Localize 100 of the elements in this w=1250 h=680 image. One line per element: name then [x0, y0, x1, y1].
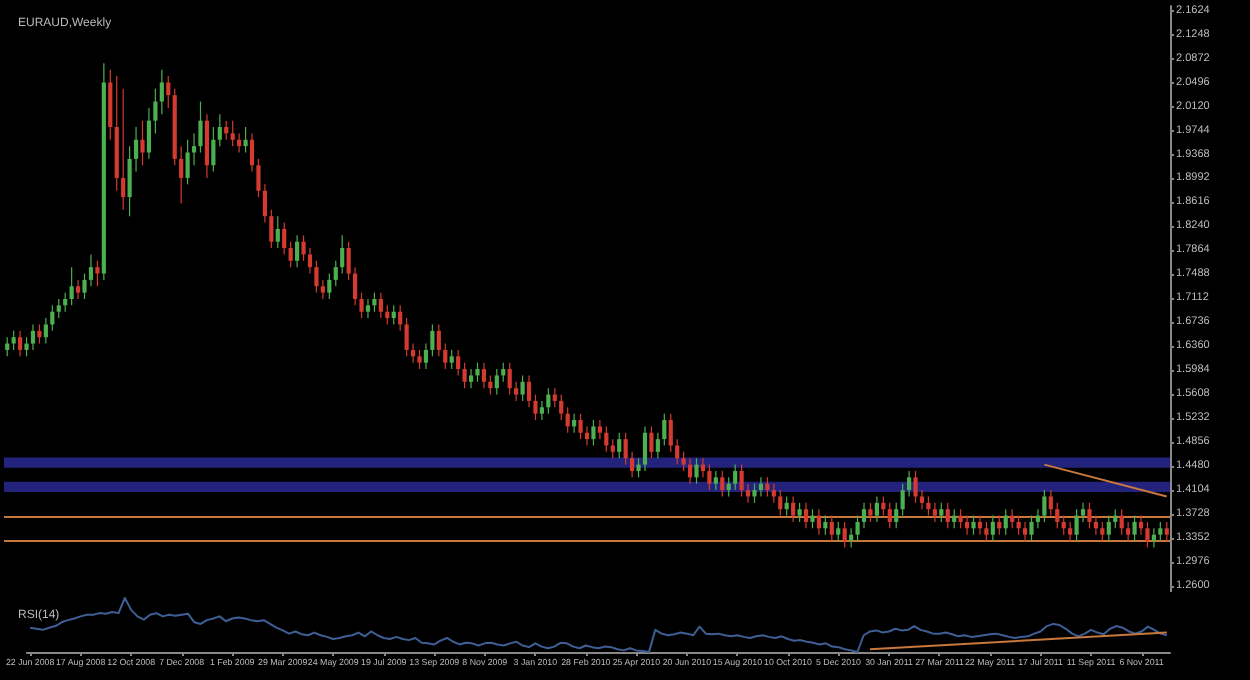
candlestick [449, 349, 454, 370]
candlestick [443, 342, 448, 370]
candlestick [288, 241, 293, 268]
candlestick [462, 362, 467, 389]
candlestick [842, 521, 847, 549]
candlestick [1145, 521, 1150, 549]
candlestick [56, 298, 61, 319]
candlestick [185, 139, 190, 185]
candlestick [604, 425, 609, 453]
candlestick [140, 120, 145, 166]
candlestick [378, 292, 383, 319]
candlestick [456, 349, 461, 377]
candlestick [687, 457, 693, 485]
candlestick [874, 495, 879, 523]
candlestick [211, 126, 216, 173]
candlestick [642, 425, 648, 472]
candlestick [1164, 521, 1169, 542]
candlestick [398, 304, 403, 332]
candlestick [1158, 521, 1163, 542]
candlestick [69, 266, 74, 306]
candlestick [739, 464, 744, 498]
candlestick [43, 317, 48, 345]
candlestick [932, 502, 937, 523]
candlestick [778, 489, 783, 517]
candlestick [146, 107, 152, 160]
candlestick [275, 215, 280, 249]
candlestick [230, 120, 235, 147]
candlestick [243, 126, 248, 154]
candlestick [436, 323, 441, 357]
candlestick [75, 279, 81, 300]
candlestick [707, 464, 712, 491]
candlestick [1119, 508, 1124, 536]
candlestick [752, 483, 757, 504]
candlestick [829, 514, 834, 542]
candlestick [179, 145, 184, 205]
candlestick [1029, 514, 1034, 542]
candlestick [539, 400, 544, 421]
candlestick [18, 330, 23, 357]
candlestick [861, 502, 867, 529]
candlestick [649, 425, 654, 459]
candlestick [95, 260, 100, 287]
candlestick [803, 502, 809, 529]
candlestick [984, 521, 989, 542]
candlestick [475, 362, 480, 383]
candlestick [1003, 508, 1008, 536]
candlestick [617, 432, 622, 459]
candlestick [1022, 521, 1028, 542]
candlestick [591, 419, 596, 447]
candlestick [1132, 514, 1137, 542]
candlestick [578, 413, 583, 440]
candlestick [1042, 489, 1047, 523]
candlestick [733, 464, 738, 491]
candlestick [559, 393, 564, 421]
candlestick [1126, 521, 1131, 542]
candlestick [1074, 508, 1079, 542]
candlestick [481, 362, 487, 389]
candlestick [668, 413, 673, 453]
candlestick [797, 502, 802, 523]
candlestick [913, 470, 918, 504]
candlestick [372, 292, 377, 313]
candlestick [1100, 521, 1105, 542]
candlestick [404, 317, 409, 357]
candlestick [494, 368, 499, 396]
candlestick [468, 368, 474, 389]
candlestick [713, 470, 718, 491]
candlestick [565, 406, 570, 434]
candlestick [971, 514, 976, 536]
candlestick [365, 298, 371, 319]
candlestick [327, 272, 332, 300]
candlestick [166, 75, 171, 109]
candlestick [11, 330, 16, 351]
candlestick [694, 457, 699, 485]
candlestick [30, 323, 36, 351]
candlestick [939, 502, 944, 523]
candlestick [121, 88, 126, 211]
candlestick [159, 69, 164, 115]
candlestick [333, 260, 338, 287]
candlestick [810, 508, 815, 529]
candlestick [887, 502, 892, 529]
candlestick [520, 374, 525, 402]
candlestick [926, 495, 931, 517]
candlestick [37, 323, 42, 345]
candlestick [675, 438, 680, 466]
candlestick [526, 374, 532, 408]
candlestick [88, 253, 94, 287]
candlestick [1106, 514, 1111, 542]
candlestick [204, 113, 210, 179]
candlestick [868, 502, 873, 523]
candlestick [546, 387, 551, 415]
candlestick [597, 419, 602, 440]
candlestick [1068, 521, 1073, 542]
candlestick [108, 69, 113, 141]
candlestick [791, 495, 796, 523]
candlestick [340, 234, 345, 275]
candlestick [720, 470, 725, 498]
candlestick [990, 514, 995, 542]
candlestick [1087, 502, 1092, 529]
candlestick [816, 508, 822, 536]
candlestick [1048, 489, 1053, 517]
candlestick [1055, 502, 1060, 529]
